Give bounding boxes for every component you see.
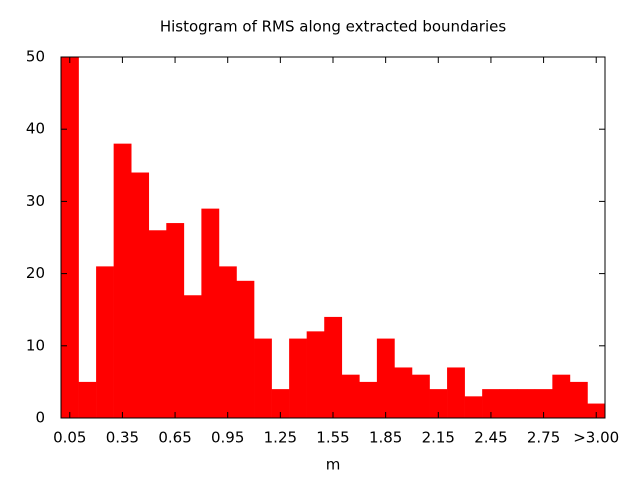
bar xyxy=(96,266,114,418)
x-tick-label: 2.45 xyxy=(474,429,507,447)
bar xyxy=(306,331,325,418)
bar xyxy=(78,381,97,418)
x-tick-label: 0.95 xyxy=(211,429,244,447)
bar xyxy=(289,338,307,418)
bar xyxy=(271,389,290,418)
y-tick-label: 20 xyxy=(26,264,45,282)
bar xyxy=(148,230,167,418)
chart-title: Histogram of RMS along extracted boundar… xyxy=(160,18,507,36)
bar xyxy=(201,208,220,418)
bar xyxy=(569,381,588,418)
bar xyxy=(359,381,378,418)
y-tick-label: 0 xyxy=(35,409,45,427)
bar xyxy=(534,389,553,418)
x-tick-label: 2.15 xyxy=(422,429,455,447)
bar xyxy=(499,389,518,418)
bar xyxy=(61,57,79,418)
x-tick-label: 2.75 xyxy=(527,429,560,447)
x-tick-label: 1.85 xyxy=(369,429,402,447)
bar xyxy=(166,223,185,418)
bar xyxy=(341,374,360,418)
plot-border xyxy=(60,56,606,419)
bar xyxy=(236,280,255,418)
x-tick-label: >3.00 xyxy=(573,429,619,447)
bar xyxy=(376,338,395,418)
bar xyxy=(254,338,272,418)
bar xyxy=(447,367,465,418)
bar xyxy=(464,396,483,418)
bar xyxy=(113,143,132,418)
bar xyxy=(552,374,571,418)
bar xyxy=(324,316,343,418)
bar xyxy=(587,403,606,418)
bar xyxy=(411,374,430,418)
x-tick-label: 0.05 xyxy=(53,429,86,447)
bar xyxy=(429,389,448,418)
x-tick-label: 1.55 xyxy=(316,429,349,447)
bar xyxy=(517,389,536,418)
y-tick-label: 50 xyxy=(26,48,45,66)
y-tick-label: 10 xyxy=(26,336,45,354)
x-axis-label: m xyxy=(326,456,341,474)
bar xyxy=(218,266,237,418)
y-tick-label: 30 xyxy=(26,192,45,210)
bar xyxy=(183,295,202,418)
x-tick-label: 0.35 xyxy=(106,429,139,447)
bar xyxy=(394,367,413,418)
bar xyxy=(482,389,501,418)
x-tick-label: 1.25 xyxy=(264,429,297,447)
x-tick-label: 0.65 xyxy=(158,429,191,447)
bar xyxy=(131,172,150,418)
y-tick-label: 40 xyxy=(26,120,45,138)
